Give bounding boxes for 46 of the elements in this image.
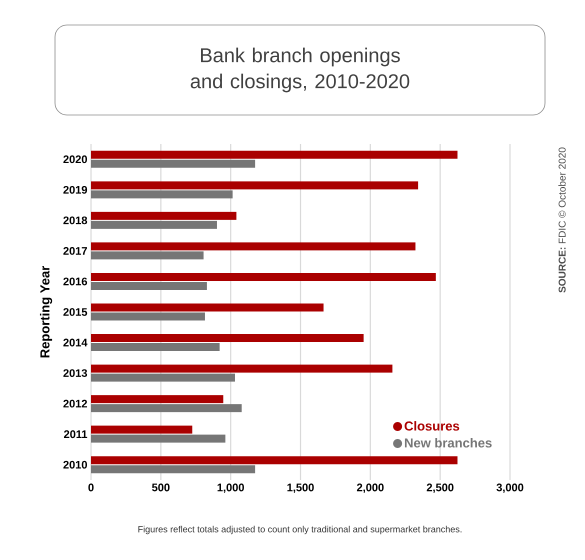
bar — [91, 404, 242, 412]
y-tick-label: 2017 — [63, 247, 87, 255]
x-tick-label: 1,500 — [287, 484, 314, 493]
y-tick-label: 2018 — [63, 216, 88, 224]
bar — [91, 434, 226, 443]
legend-label: Closures — [404, 421, 460, 431]
y-tick-label: 2016 — [63, 278, 88, 286]
bar — [91, 456, 458, 464]
bar — [91, 465, 256, 474]
text: Figures reflect totals adjusted to count only traditional and supermarket branches. — [138, 526, 462, 534]
legend-label: New branches — [404, 438, 492, 448]
bar — [91, 251, 204, 260]
bar — [91, 272, 436, 281]
x-tick-label: 2,500 — [426, 484, 454, 493]
bar — [91, 364, 392, 373]
bar — [91, 160, 256, 168]
x-tick-label: 500 — [152, 484, 170, 492]
bar — [91, 395, 224, 404]
y-tick-label: 2012 — [63, 400, 88, 408]
bar — [91, 150, 458, 159]
x-tick-label: 1,000 — [218, 484, 244, 493]
x-tick-label: 0 — [88, 484, 94, 492]
bar — [91, 374, 235, 382]
x-tick-label: 3,000 — [496, 484, 524, 493]
y-tick-label: 2011 — [64, 430, 88, 438]
y-tick-label: 2010 — [63, 460, 88, 469]
bar — [91, 343, 220, 352]
y-tick-label: 2013 — [63, 369, 88, 377]
bar — [91, 426, 192, 434]
y-axis-title: Reporting Year — [40, 266, 52, 358]
bar — [91, 334, 364, 342]
bar — [91, 220, 217, 229]
x-tick-label: 2,000 — [356, 484, 384, 493]
text: SOURCE: FDIC © October 2020 — [558, 148, 566, 293]
chart-title: Bank branch openings and closings, 2010-2020 — [190, 48, 410, 92]
y-tick-label: 2020 — [63, 155, 88, 164]
bar — [91, 312, 205, 321]
bar — [91, 282, 207, 290]
y-tick-label: 2019 — [63, 186, 88, 194]
bar — [91, 242, 416, 250]
y-tick-label: 2014 — [63, 338, 88, 346]
y-tick-label: 2015 — [63, 308, 88, 316]
bar — [91, 212, 236, 220]
bar — [91, 304, 324, 312]
bar — [91, 181, 418, 190]
bar — [91, 190, 233, 198]
